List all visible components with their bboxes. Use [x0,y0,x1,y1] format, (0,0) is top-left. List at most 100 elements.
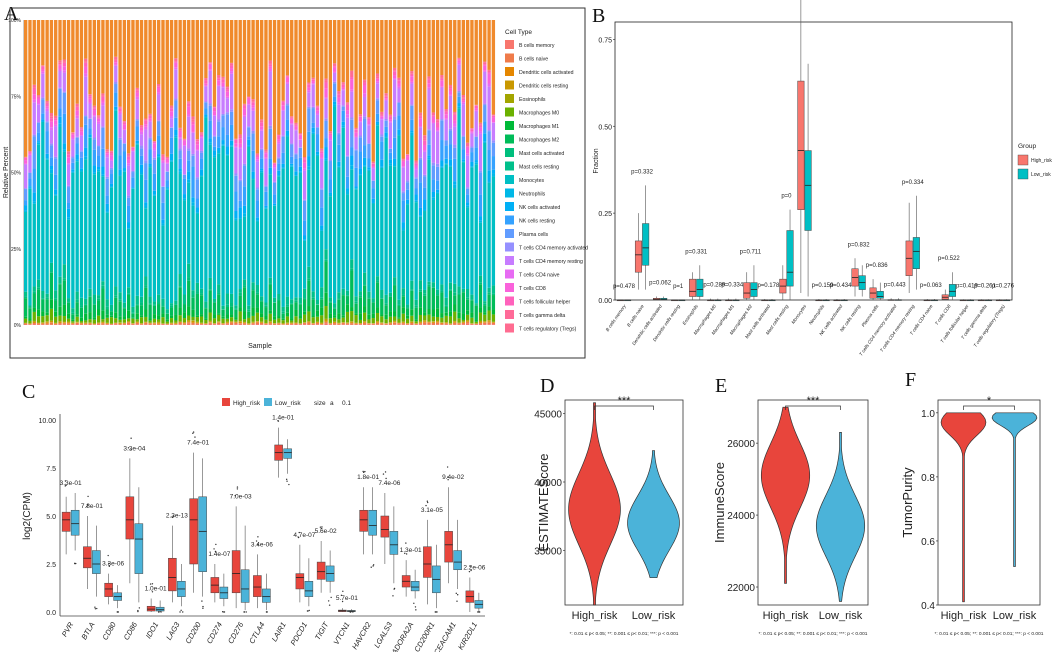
bar-segment [221,316,225,319]
bar-segment [58,306,62,316]
bar-segment [358,20,363,115]
box-high-risk-havcr2 [359,487,368,555]
bar-segment [105,20,109,150]
bar-segment [431,287,435,310]
outlier-point [192,431,195,433]
bar-segment [358,174,363,176]
outlier-point [426,501,429,504]
bar-segment [221,78,225,80]
box-high-risk-t-cells-cd8 [941,289,949,300]
bar-segment [199,158,204,170]
bar-segment [255,322,260,325]
bar-segment [491,314,496,322]
bar-segment [234,218,238,221]
bar-segment [440,323,444,325]
bar-segment [491,20,496,115]
bar-segment [122,170,127,172]
bar-segment [487,131,491,151]
bar-segment [96,121,101,124]
bar-segment [238,20,242,135]
bar-segment [109,150,114,152]
bar-segment [58,65,62,69]
bar-segment [260,126,264,130]
bar-segment [298,324,302,325]
bar-segment [435,193,440,290]
bar-segment [58,324,62,325]
bar-segment [195,282,199,292]
bar-segment [405,315,410,319]
bar-segment [212,155,217,158]
bar-segment [84,66,88,74]
bar-segment [234,191,238,212]
bar-segment [465,155,470,188]
bar-segment [169,307,174,316]
p-value-label: p=1 [673,284,684,290]
bar-segment [165,187,169,189]
bar-segment [354,149,358,151]
bar-segment [36,122,41,123]
bar-segment [362,82,367,86]
bar-segment [41,298,45,300]
bar-segment [410,280,414,290]
bar-segment [328,135,333,139]
bar-segment [41,299,45,312]
bar-segment [109,174,114,184]
bar-segment [169,315,174,319]
outlier-point [469,565,471,568]
bar-segment [109,159,114,161]
bar-segment [332,323,337,325]
bar-segment [423,174,427,177]
bar-segment [66,321,71,323]
box-high-risk-lair1 [274,427,283,478]
bar-segment [487,170,491,182]
bar-segment [109,186,114,188]
bar-segment [474,324,478,325]
bar-segment [380,134,384,137]
bar-segment [36,95,41,97]
bar-segment [444,305,448,308]
bar-segment [36,104,41,123]
bar-segment [483,303,487,306]
bar-segment [255,154,260,156]
bar-segment [410,289,414,291]
bar-segment [41,113,45,120]
bar-segment [217,75,221,78]
bar-segment [354,132,358,137]
bar-segment [71,134,75,138]
bar-segment [247,103,251,105]
bar-segment [32,94,36,100]
bar-segment [320,188,324,190]
bar-segment [483,321,487,323]
bar-segment [221,309,225,310]
bar-segment [474,323,478,325]
bar-segment [114,59,118,61]
bar-segment [32,293,36,308]
bar-segment [105,178,109,196]
bar-segment [307,82,311,84]
bar-segment [229,65,234,69]
bar-segment [410,315,414,322]
bar-segment [32,307,36,312]
bar-segment [268,174,272,278]
p-value-label: p=0.434 [830,283,853,289]
bar-segment [144,129,148,161]
bar-segment [242,186,247,206]
bar-segment [208,309,212,313]
bar-segment [427,281,431,285]
bar-segment [294,309,298,317]
bar-segment [367,298,371,315]
bar-segment [191,316,195,321]
bar-segment [199,152,204,159]
bar-segment [255,321,260,322]
bar-segment [483,105,487,122]
bar-segment [478,131,483,134]
bar-segment [324,98,328,119]
bar-segment [384,137,388,295]
outlier-point [214,550,217,553]
bar-segment [199,293,204,296]
bar-segment [431,282,435,288]
bar-segment [281,320,285,324]
bar-segment [105,195,109,204]
bar-segment [461,102,466,105]
bar-segment [358,319,363,323]
